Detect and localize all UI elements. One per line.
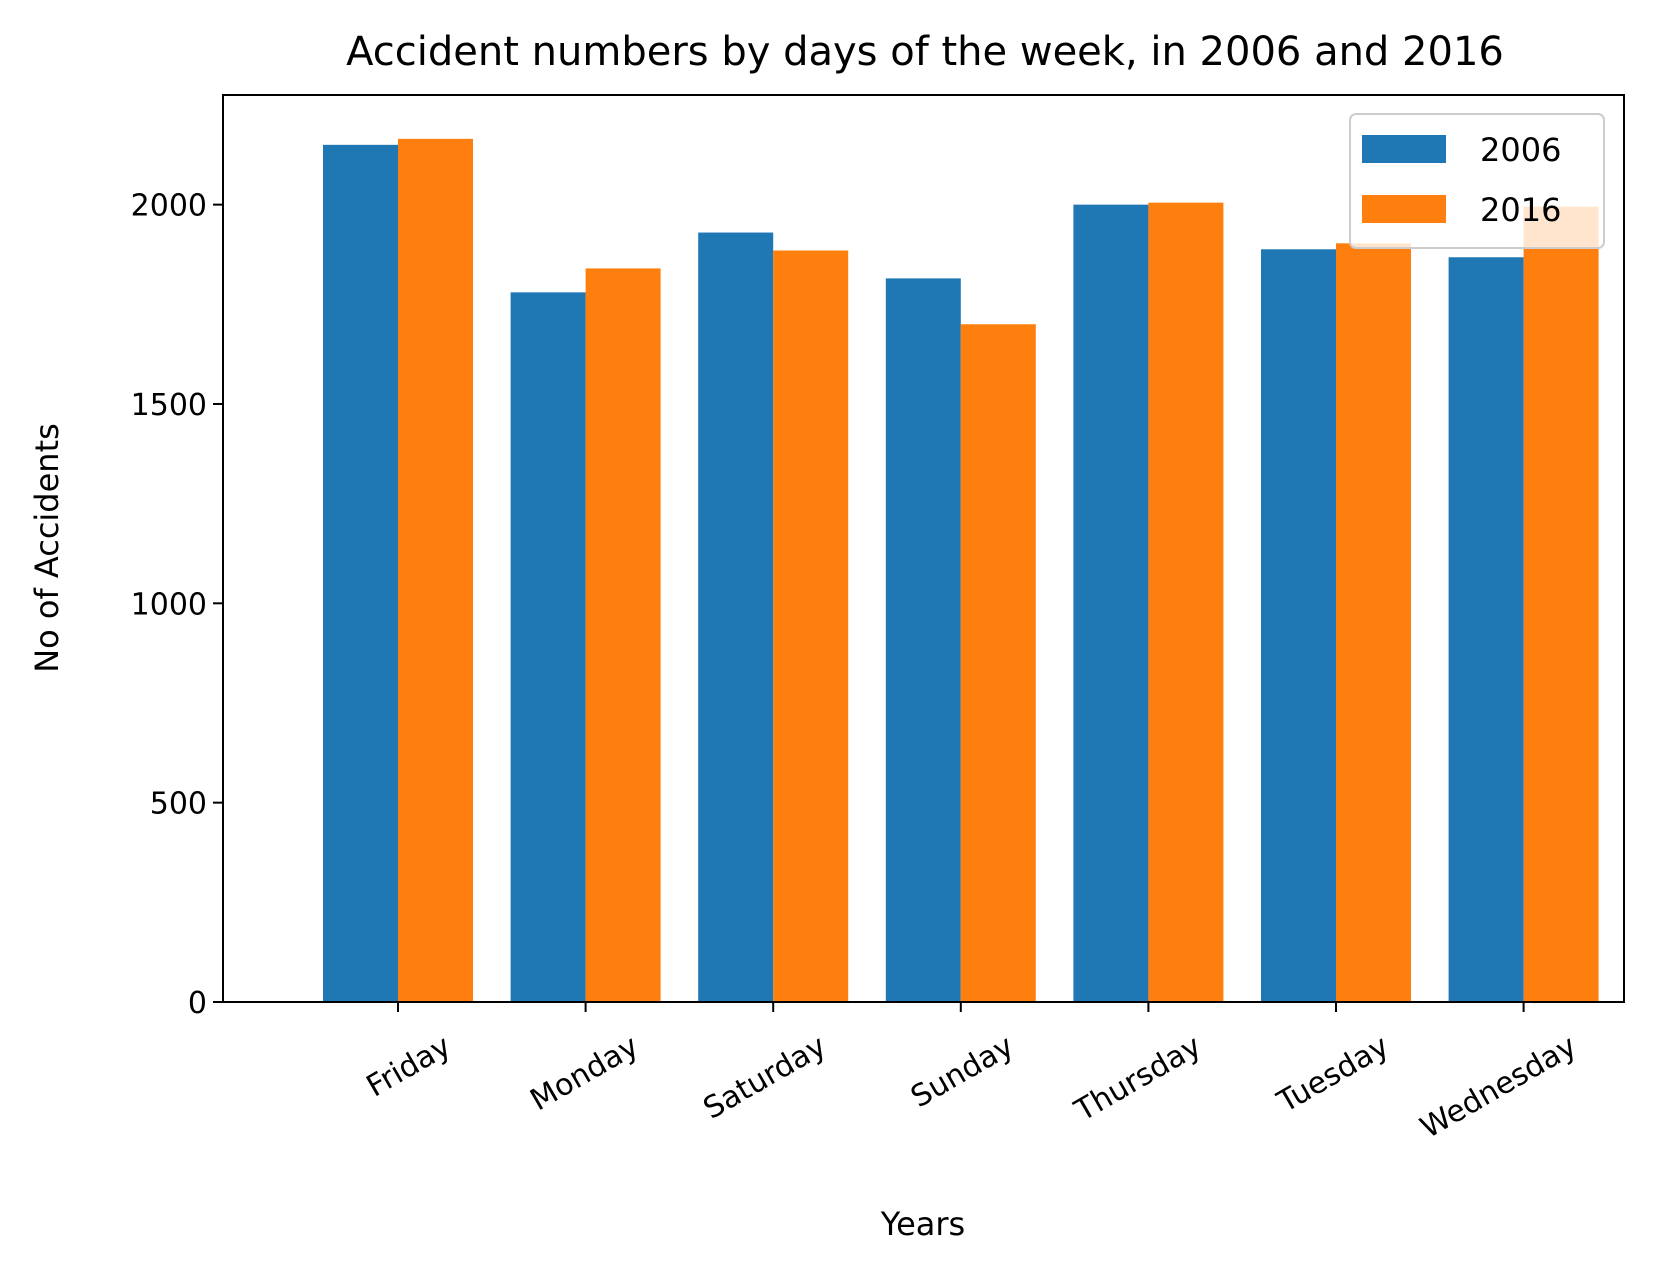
bar-2016-wednesday xyxy=(1523,206,1599,1003)
legend: 2006 2016 xyxy=(1349,113,1605,249)
x-tick-label-tuesday: Tuesday xyxy=(1271,1029,1395,1121)
bar-2006-saturday xyxy=(698,232,774,1003)
x-tick-label-friday: Friday xyxy=(361,1029,457,1105)
y-tick-label-2000: 2000 xyxy=(131,189,207,224)
axes-frame xyxy=(222,94,1625,1003)
legend-label-2016: 2016 xyxy=(1480,191,1561,229)
bar-2016-thursday xyxy=(1148,202,1224,1003)
legend-swatch-2006 xyxy=(1362,135,1446,163)
y-tick-label-500: 500 xyxy=(150,787,207,822)
bar-2016-tuesday xyxy=(1336,243,1411,1002)
bar-2016-friday xyxy=(398,138,473,1002)
legend-frame xyxy=(1349,113,1605,249)
legend-label-2006: 2006 xyxy=(1480,131,1561,169)
plot-area: Friday Monday Saturday Sunday Thursday Tuesda… xyxy=(131,138,1599,1146)
y-axis-label: No of Accidents xyxy=(28,423,66,673)
bar-2016-monday xyxy=(585,268,661,1002)
bar-2006-wednesday xyxy=(1448,257,1524,1002)
bar-2006-tuesday xyxy=(1261,249,1336,1002)
bar-2006-thursday xyxy=(1073,204,1149,1003)
bar-2006-sunday xyxy=(885,278,961,1002)
bar-2016-sunday xyxy=(960,324,1036,1002)
x-tick-label-thursday: Thursday xyxy=(1068,1029,1207,1130)
x-tick-label-monday: Monday xyxy=(525,1029,645,1119)
y-tick-label-1500: 1500 xyxy=(131,388,207,423)
x-tick-label-saturday: Saturday xyxy=(698,1029,833,1127)
y-tick-label-1000: 1000 xyxy=(131,587,207,622)
x-tick-label-wednesday: Wednesday xyxy=(1415,1029,1583,1146)
x-tick-label-sunday: Sunday xyxy=(905,1029,1020,1115)
legend-swatch-2016 xyxy=(1362,195,1446,223)
chart-title: Accident numbers by days of the week, in… xyxy=(346,29,1504,75)
y-tick-label-0: 0 xyxy=(188,986,207,1021)
x-axis-label: Years xyxy=(880,1205,965,1243)
bar-2006-friday xyxy=(323,144,398,1003)
bar-2006-monday xyxy=(510,292,586,1002)
bar-2016-saturday xyxy=(773,250,849,1002)
